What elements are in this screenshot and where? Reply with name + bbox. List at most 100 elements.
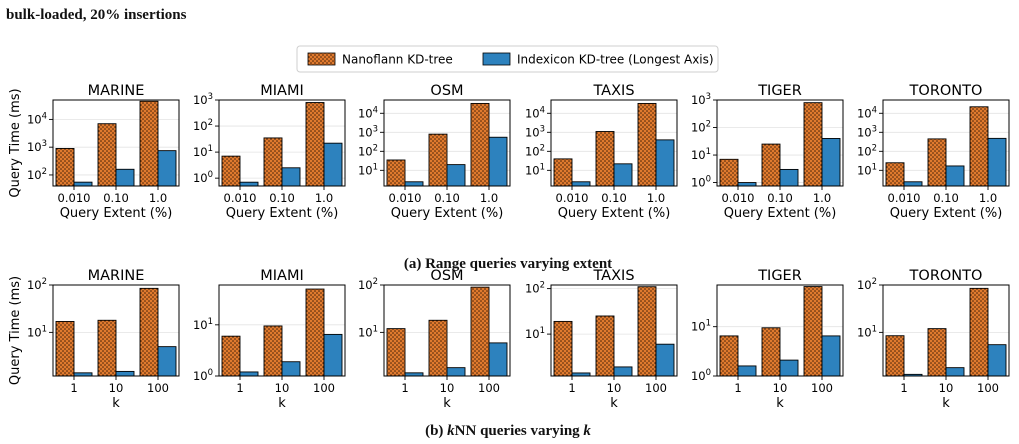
bar-indexicon-2 <box>655 343 675 377</box>
y-tick-label: 102 <box>857 143 877 158</box>
bar-nanoflann-1 <box>97 123 117 187</box>
y-tick-label: 102 <box>193 118 213 133</box>
bar-indexicon-2 <box>323 142 343 187</box>
x-axis-label: k <box>942 396 950 411</box>
bar-nanoflann-2 <box>139 287 159 377</box>
x-tick-label: 0.010 <box>722 191 755 205</box>
y-tick-label: 100 <box>193 170 213 185</box>
caption-b: (b) kNN queries varying k <box>425 423 591 439</box>
bar-nanoflann-2 <box>139 100 159 187</box>
y-tick-label: 100 <box>691 368 711 383</box>
bar-nanoflann-2 <box>969 106 989 187</box>
chart-miami-knn: 100 101 1 10 100 MIAMI k <box>193 268 346 411</box>
bar-nanoflann-1 <box>595 131 615 187</box>
bar-nanoflann-0 <box>885 162 905 187</box>
caption-a-text: Range queries varying extent <box>425 256 612 272</box>
chart-grid: 102 103 104 0.010 0.10 1.0 MARINE Query Extent … <box>8 83 1010 411</box>
x-tick-label: 0.10 <box>601 191 627 205</box>
bar-nanoflann-0 <box>553 158 573 187</box>
chart-tiger-range: 100 101 102 103 0.010 0.10 1.0 TIGER Query Exten… <box>691 83 844 221</box>
chart-title: MIAMI <box>260 268 304 284</box>
x-tick-label: 0.010 <box>224 191 257 205</box>
bar-nanoflann-0 <box>55 148 75 187</box>
x-tick-label: 0.10 <box>434 191 460 205</box>
chart-title: TORONTO <box>909 83 983 99</box>
chart-title: MARINE <box>88 268 145 284</box>
chart-title: TORONTO <box>909 268 983 284</box>
y-tick-label: 101 <box>525 162 545 177</box>
bar-indexicon-2 <box>157 346 177 377</box>
bar-indexicon-0 <box>737 365 757 377</box>
x-tick-label: 0.10 <box>103 191 129 205</box>
y-tick-label: 101 <box>358 162 378 177</box>
y-tick-label: 101 <box>358 324 378 339</box>
x-tick-label: 1 <box>900 381 907 395</box>
bar-indexicon-0 <box>571 181 591 187</box>
x-tick-label: 10 <box>275 381 290 395</box>
bar-nanoflann-0 <box>553 320 573 377</box>
bar-indexicon-2 <box>655 139 675 187</box>
chart-osm-knn: 101 102 1 10 100 OSM k <box>358 268 511 411</box>
x-tick-label: 10 <box>109 381 124 395</box>
legend-swatch-indexicon <box>482 52 511 66</box>
x-tick-label: 1.0 <box>149 191 167 205</box>
y-tick-label: 103 <box>525 124 545 139</box>
x-tick-label: 100 <box>313 381 335 395</box>
bar-nanoflann-2 <box>305 288 325 377</box>
legend-label-nanoflann: Nanoflann KD-tree <box>342 53 453 67</box>
x-axis-label: k <box>443 396 451 411</box>
x-tick-label: 10 <box>773 381 788 395</box>
x-tick-label: 1 <box>401 381 408 395</box>
bar-nanoflann-1 <box>428 133 448 187</box>
x-tick-label: 1.0 <box>315 191 333 205</box>
y-tick-label: 103 <box>193 92 213 107</box>
x-tick-label: 1.0 <box>647 191 665 205</box>
y-axis-label: Query Time (ms) <box>8 276 23 385</box>
y-tick-label: 100 <box>691 175 711 190</box>
bar-nanoflann-0 <box>719 158 739 187</box>
chart-taxis-knn: 101 102 1 10 100 TAXIS k <box>525 268 678 411</box>
chart-title: TIGER <box>757 268 802 284</box>
y-tick-label: 102 <box>525 143 545 158</box>
x-tick-label: 100 <box>478 381 500 395</box>
bar-nanoflann-1 <box>595 315 615 377</box>
x-tick-label: 1.0 <box>813 191 831 205</box>
bar-indexicon-1 <box>446 367 466 377</box>
y-tick-label: 104 <box>358 105 378 120</box>
x-axis-label: k <box>278 396 286 411</box>
y-tick-label: 100 <box>193 368 213 383</box>
bar-indexicon-2 <box>323 333 343 377</box>
bar-nanoflann-2 <box>637 102 657 187</box>
y-tick-label: 103 <box>691 92 711 107</box>
x-tick-label: 0.010 <box>389 191 422 205</box>
chart-osm-range: 101 102 103 104 0.010 0.10 1.0 OSM Query Extent … <box>358 83 511 221</box>
chart-title: TIGER <box>757 83 802 99</box>
bar-nanoflann-1 <box>263 325 283 377</box>
bar-nanoflann-0 <box>386 328 406 377</box>
x-tick-label: 10 <box>607 381 622 395</box>
chart-miami-range: 100 101 102 103 0.010 0.10 1.0 MIAMI Query Exten… <box>193 83 346 221</box>
bar-indexicon-1 <box>115 168 135 187</box>
bar-nanoflann-1 <box>263 137 283 187</box>
y-tick-label: 104 <box>27 111 47 126</box>
chart-marine-range: 102 103 104 0.010 0.10 1.0 MARINE Query Extent … <box>8 83 180 221</box>
chart-toronto-knn: 101 102 1 10 100 TORONTO k <box>857 268 1010 411</box>
chart-tiger-knn: 100 101 1 10 100 TIGER k <box>691 268 844 411</box>
bar-indexicon-2 <box>821 335 841 377</box>
y-tick-label: 104 <box>857 105 877 120</box>
bar-indexicon-2 <box>488 342 508 377</box>
bar-indexicon-2 <box>821 138 841 187</box>
bar-nanoflann-1 <box>97 319 117 377</box>
legend-label-indexicon: Indexicon KD-tree (Longest Axis) <box>517 53 714 67</box>
y-tick-label: 101 <box>525 326 545 341</box>
y-tick-label: 103 <box>857 124 877 139</box>
bar-indexicon-1 <box>779 359 799 377</box>
x-tick-label: 1 <box>734 381 741 395</box>
x-axis-label: k <box>610 396 618 411</box>
x-axis-label: Query Extent (%) <box>391 206 504 221</box>
y-tick-label: 101 <box>691 147 711 162</box>
x-tick-label: 0.10 <box>269 191 295 205</box>
x-tick-label: 100 <box>645 381 667 395</box>
bar-indexicon-0 <box>737 182 757 187</box>
y-tick-label: 101 <box>857 162 877 177</box>
